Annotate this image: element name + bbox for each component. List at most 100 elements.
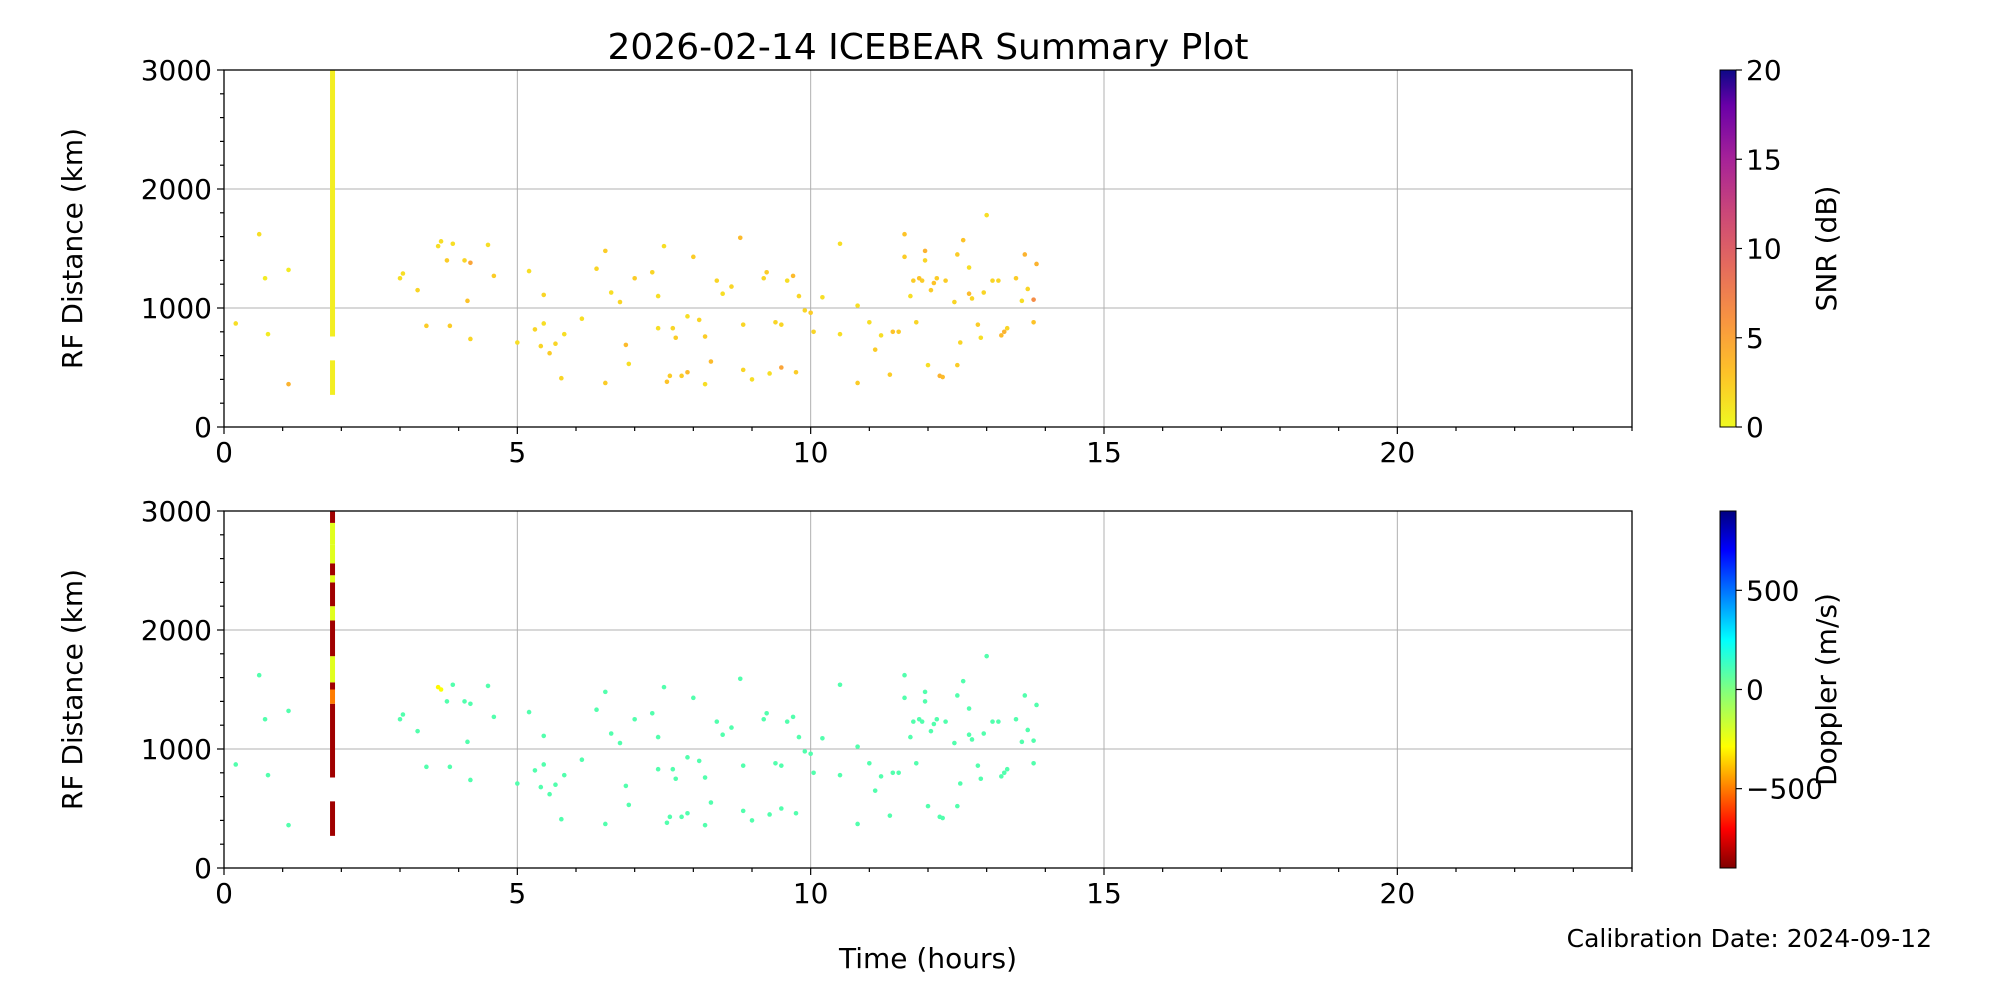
data-point [908,734,913,740]
data-point [931,280,937,286]
data-point [940,374,945,380]
data-point [1031,297,1036,302]
data-point [400,271,406,276]
data-point [749,377,755,382]
data-point [913,760,919,766]
data-point [623,783,629,789]
data-point [617,299,623,305]
data-point [579,316,585,322]
data-point [468,701,473,707]
data-point [468,777,473,783]
colorbar-tick-label: −500 [1746,773,1823,806]
data-point [702,822,708,828]
data-point [749,818,755,823]
data-point [952,740,957,746]
data-point [233,321,239,326]
data-point [626,361,632,367]
data-point [887,372,893,377]
data-point [952,299,957,305]
data-point [233,762,239,767]
data-point [265,772,271,778]
data-point [1031,760,1036,766]
data-point [559,375,564,381]
data-point [981,290,987,295]
data-point [626,802,632,808]
data-point [1013,716,1019,722]
data-point [796,734,802,740]
data-point [902,231,907,237]
colorbar-tick-label: 15 [1746,143,1782,176]
data-point [855,380,860,386]
data-point [955,803,960,809]
colorbar [1719,510,1737,869]
data-point [444,258,450,263]
data-point [984,212,989,218]
data-point [802,749,808,754]
data-point [878,774,884,779]
data-point [811,329,816,335]
data-point [969,737,975,742]
data-point [867,760,872,766]
data-point [784,719,790,724]
data-point [928,728,934,734]
data-point [767,371,772,376]
y-tick-label: 3000 [141,54,212,87]
data-point [670,766,676,772]
data-point [975,763,981,768]
data-point [922,258,928,263]
y-tick-label: 1000 [141,292,212,325]
data-point [679,814,684,820]
data-point [623,342,629,348]
data-point [808,751,813,757]
figure-title: 2026-02-14 ICEBEAR Summary Plot [608,27,1249,68]
data-point [655,325,661,331]
data-point [925,803,931,809]
x-tick-label: 10 [793,436,829,469]
data-point [867,319,872,325]
data-point [928,287,934,293]
data-point [934,275,940,281]
data-point [931,721,937,727]
data-point [969,296,975,301]
data-point [761,716,767,722]
data-point [761,275,767,281]
data-point [444,699,450,704]
x-axis-label: Time (hours) [838,942,1017,975]
data-point [773,760,778,766]
data-point [541,292,547,298]
data-point [673,335,679,341]
data-point [438,239,444,244]
data-point [649,711,655,716]
data-point [919,719,925,724]
data-point [1034,261,1039,267]
data-point [541,321,547,326]
data-point [790,714,796,720]
data-point [737,235,743,241]
data-point [673,776,679,782]
data-point [902,254,907,260]
colorbar [1719,69,1737,428]
data-point [990,719,995,724]
data-point [808,310,813,316]
data-point [925,362,931,368]
doppler-panel: 0 5 10 15 20 0 1000 2000 3000 RF Distance (km) −50… [56,495,1843,910]
data-point [603,821,608,827]
data-point [632,716,637,722]
data-point [397,275,403,281]
data-point [902,672,907,678]
colorbar-tick-label: 20 [1746,54,1782,87]
data-point [541,733,547,739]
data-point [837,331,843,337]
data-point [890,329,896,335]
data-point [491,273,497,279]
data-point [984,653,989,659]
data-point [773,319,778,325]
data-point [996,719,1001,724]
data-point [462,699,467,704]
y-tick-label: 0 [194,852,212,885]
x-tick-label: 5 [508,877,526,910]
data-point [1022,252,1028,257]
data-point [913,319,919,325]
colorbar-tick-label: 0 [1746,411,1764,444]
data-point [286,381,291,387]
